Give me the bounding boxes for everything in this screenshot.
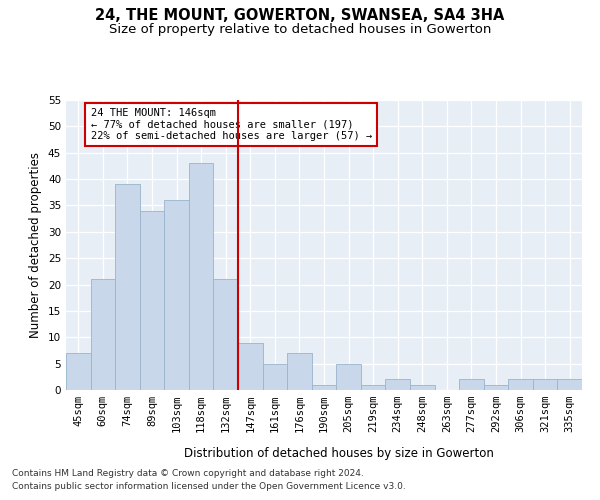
Bar (66, 353, 91, 390)
Bar (287, 353, 312, 390)
Bar (508, 380, 533, 390)
Bar (214, 280, 238, 390)
Text: 24, THE MOUNT, GOWERTON, SWANSEA, SA4 3HA: 24, THE MOUNT, GOWERTON, SWANSEA, SA4 3H… (95, 8, 505, 22)
Text: Contains public sector information licensed under the Open Government Licence v3: Contains public sector information licen… (12, 482, 406, 491)
Bar (361, 384, 385, 390)
Bar (238, 342, 263, 390)
Bar (484, 384, 508, 390)
Bar (336, 364, 361, 390)
Bar (533, 380, 557, 390)
Bar (410, 384, 434, 390)
Bar (115, 184, 140, 390)
Bar (385, 380, 410, 390)
Text: 24 THE MOUNT: 146sqm
← 77% of detached houses are smaller (197)
22% of semi-deta: 24 THE MOUNT: 146sqm ← 77% of detached h… (91, 108, 372, 141)
Text: Contains HM Land Registry data © Crown copyright and database right 2024.: Contains HM Land Registry data © Crown c… (12, 468, 364, 477)
Bar (459, 380, 484, 390)
Bar (557, 380, 582, 390)
Bar (312, 384, 336, 390)
Bar (189, 164, 214, 390)
Bar (91, 280, 115, 390)
Bar (140, 210, 164, 390)
Bar (164, 200, 189, 390)
Bar (263, 364, 287, 390)
Text: Size of property relative to detached houses in Gowerton: Size of property relative to detached ho… (109, 22, 491, 36)
Text: Distribution of detached houses by size in Gowerton: Distribution of detached houses by size … (184, 448, 494, 460)
Y-axis label: Number of detached properties: Number of detached properties (29, 152, 43, 338)
